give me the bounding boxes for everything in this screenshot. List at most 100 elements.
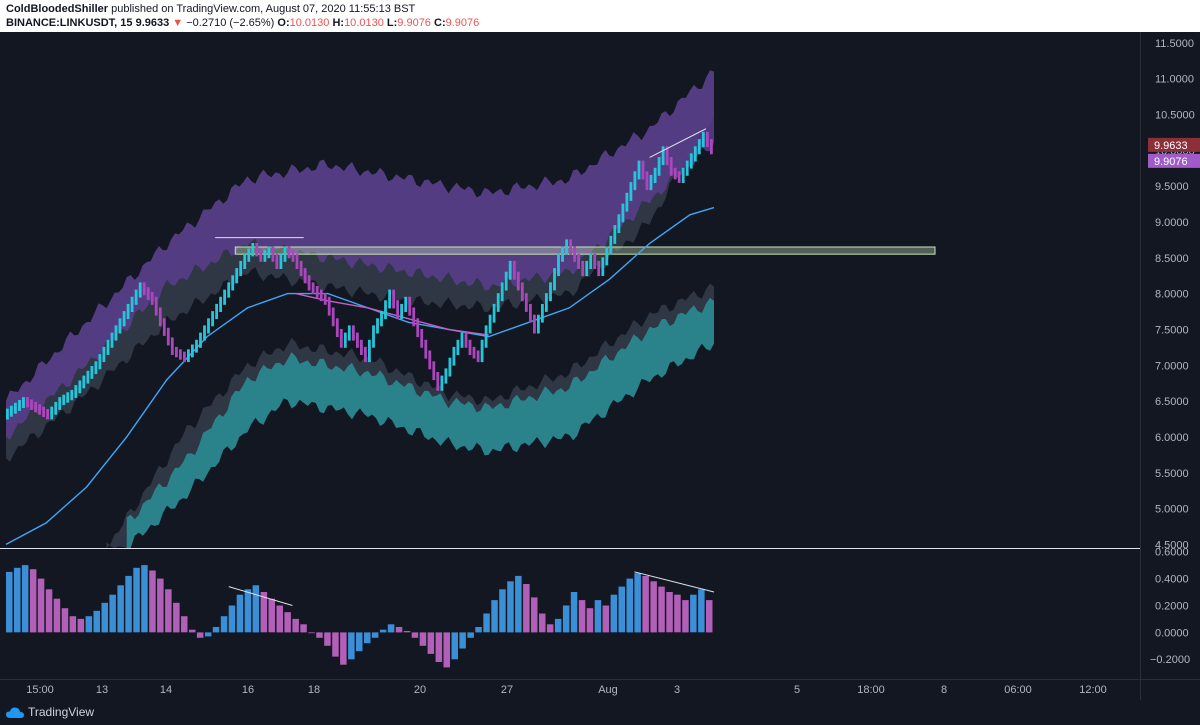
oscillator-axis-label: −0.2000 — [1150, 654, 1190, 666]
histogram-bar — [53, 598, 61, 633]
histogram-bar — [690, 594, 697, 633]
bullish-brick — [6, 408, 9, 420]
bearish-brick — [356, 332, 359, 348]
bearish-brick — [295, 253, 299, 269]
histogram-bar — [340, 632, 347, 665]
bearish-brick — [428, 350, 432, 370]
price-change: −0.2710 (−2.65%) — [186, 17, 275, 29]
time-axis-label: Aug — [598, 684, 618, 696]
bullish-brick — [283, 246, 287, 262]
bearish-brick — [319, 289, 323, 302]
histogram-bar — [228, 605, 236, 633]
time-axis-label: 15:00 — [26, 684, 54, 696]
histogram-bar — [618, 586, 625, 633]
histogram-bar — [348, 632, 355, 660]
bearish-brick — [146, 287, 150, 300]
bullish-brick — [66, 392, 70, 403]
bullish-brick — [263, 250, 267, 262]
bearish-brick — [303, 268, 307, 284]
bearish-brick — [512, 260, 516, 280]
bullish-brick — [545, 293, 548, 312]
bullish-brick — [508, 260, 512, 280]
bearish-brick — [315, 286, 319, 298]
bearish-brick — [154, 296, 158, 316]
histogram-bar — [602, 605, 610, 633]
bearish-brick — [142, 282, 146, 296]
bearish-brick — [432, 361, 436, 381]
bullish-brick — [215, 303, 218, 320]
histogram-bar — [395, 627, 403, 633]
bullish-brick — [58, 397, 62, 410]
bearish-brick — [323, 293, 327, 305]
bearish-brick — [339, 329, 343, 348]
bearish-brick — [259, 248, 263, 262]
bullish-brick — [404, 296, 408, 312]
histogram-bar — [554, 618, 562, 633]
histogram-bar — [451, 632, 458, 660]
bullish-brick — [613, 225, 617, 244]
price-axis-label: 10.5000 — [1155, 109, 1195, 121]
histogram-bar — [85, 616, 93, 633]
symbol-label: BINANCE:LINKUSDT, 15 — [6, 17, 133, 29]
price-axis-label: 5.5000 — [1155, 468, 1189, 480]
price-axis-label: 6.5000 — [1155, 396, 1189, 408]
oscillator-axis-label: 0.2000 — [1155, 601, 1189, 613]
chart-canvas[interactable]: 11.500011.000010.500010.00009.50009.0000… — [0, 32, 1200, 700]
chart-header: ColdBloodedShiller published on TradingV… — [0, 0, 1200, 32]
bullish-brick — [247, 248, 251, 262]
histogram-bar — [6, 571, 13, 633]
histogram-bar — [523, 584, 530, 633]
bullish-brick — [98, 354, 102, 370]
price-axis-label: 7.5000 — [1155, 324, 1189, 336]
bullish-brick — [199, 332, 202, 348]
bullish-brick — [122, 311, 126, 327]
bullish-brick — [701, 131, 705, 148]
histogram-bar — [642, 575, 649, 633]
bullish-brick — [14, 402, 17, 414]
bearish-brick — [677, 171, 681, 183]
histogram-bar — [181, 616, 188, 633]
bullish-brick — [187, 349, 190, 363]
oscillator-trendline[interactable] — [228, 586, 293, 606]
bullish-brick — [553, 268, 556, 291]
histogram-bar — [546, 624, 554, 633]
histogram-bar — [109, 594, 116, 633]
price-axis-label: 8.5000 — [1155, 253, 1189, 265]
support-resistance-zone[interactable] — [234, 246, 936, 255]
histogram-bar — [531, 597, 538, 633]
bearish-brick — [597, 260, 601, 277]
histogram-bar — [125, 575, 132, 633]
histogram-bar — [682, 600, 689, 633]
histogram-bar — [212, 627, 220, 633]
bullish-brick — [557, 253, 560, 277]
histogram-bar — [435, 632, 443, 662]
time-axis-label: 13 — [96, 684, 108, 696]
tradingview-logo[interactable]: TradingView — [6, 705, 94, 719]
bullish-brick — [219, 296, 222, 312]
histogram-bar — [204, 632, 212, 637]
bearish-brick — [42, 406, 45, 417]
bearish-brick — [520, 282, 524, 302]
bullish-brick — [537, 314, 540, 334]
bearish-brick — [412, 307, 416, 327]
histogram-bar — [658, 586, 665, 633]
histogram-bar — [260, 592, 268, 633]
bullish-brick — [78, 380, 82, 394]
bearish-brick — [436, 372, 440, 391]
bullish-brick — [195, 339, 198, 353]
histogram-bar — [244, 589, 252, 633]
bullish-brick — [94, 361, 98, 375]
histogram-bar — [698, 589, 705, 633]
histogram-bar — [29, 569, 37, 633]
bullish-brick — [380, 311, 383, 327]
price-trendline[interactable] — [649, 128, 707, 158]
bullish-brick — [649, 174, 653, 191]
bullish-brick — [227, 282, 231, 298]
bullish-brick — [444, 368, 448, 384]
author-name[interactable]: ColdBloodedShiller — [6, 3, 109, 15]
histogram-bar — [356, 632, 363, 652]
upper-outer-gray-band — [6, 70, 714, 462]
oscillator-trendline[interactable] — [634, 571, 715, 593]
histogram-bar — [133, 567, 140, 633]
brand-name: TradingView — [28, 705, 95, 719]
